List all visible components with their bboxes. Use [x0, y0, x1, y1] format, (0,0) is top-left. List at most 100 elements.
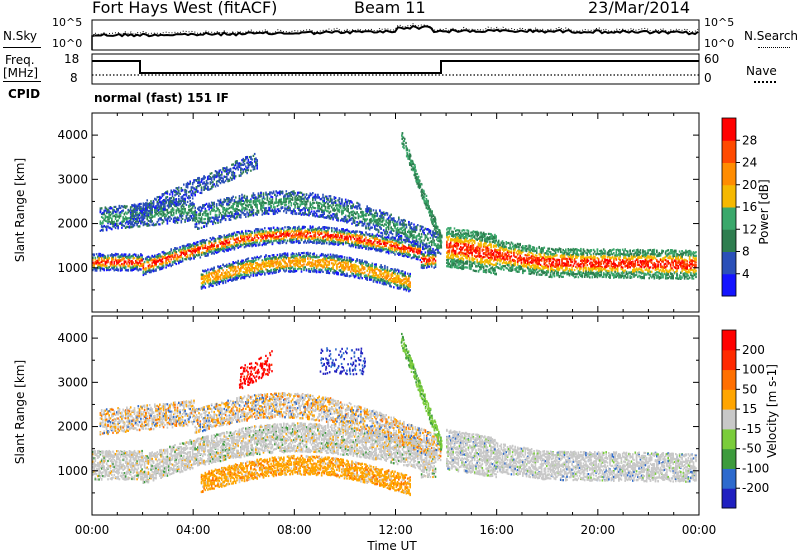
echo-cell [256, 229, 258, 232]
echo-cell [375, 234, 377, 237]
echo-cell [308, 228, 310, 231]
echo-cell [189, 215, 191, 218]
echo-cell [97, 264, 99, 267]
echo-cell [384, 236, 386, 239]
echo-cell [256, 241, 258, 244]
echo-cell [119, 221, 122, 224]
echo-cell [285, 242, 288, 245]
echo-cell [150, 217, 152, 220]
echo-cell [215, 203, 218, 206]
echo-cell [377, 240, 380, 244]
echo-cell [238, 232, 241, 235]
echo-cell [140, 254, 142, 257]
echo-cell [391, 233, 394, 236]
echo-cell [264, 227, 266, 230]
echo-cell [97, 259, 99, 262]
echo-cell [167, 252, 170, 255]
echo-cell [176, 218, 179, 221]
echo-cell [267, 212, 270, 215]
echo-cell [166, 222, 169, 225]
echo-cell [376, 233, 379, 236]
echo-cell [103, 269, 105, 272]
echo-cell [243, 196, 246, 199]
echo-cell [288, 226, 290, 229]
echo-cell [127, 265, 129, 268]
echo-cell [159, 210, 161, 214]
echo-cell [261, 243, 264, 247]
echo-cell [246, 211, 248, 214]
echo-cell [382, 216, 385, 219]
echo-cell [228, 212, 231, 215]
echo-cell [131, 205, 133, 208]
echo-cell [99, 254, 102, 257]
echo-cell [295, 212, 298, 216]
echo-cell [157, 256, 160, 259]
echo-cell [123, 262, 126, 265]
echo-cell [258, 199, 261, 202]
echo-cell [131, 255, 133, 258]
echo-cell [322, 193, 324, 196]
echo-cell [385, 238, 387, 241]
echo-cell [331, 230, 333, 233]
echo-cell [360, 239, 362, 242]
echo-cell [184, 252, 186, 255]
echo-cell [379, 248, 381, 251]
echo-cell [238, 202, 241, 205]
echo-cell [112, 221, 114, 224]
nsky-label: N.Sky [3, 29, 37, 43]
echo-cell [386, 240, 389, 243]
echo-cell [427, 265, 429, 268]
echo-cell [240, 202, 242, 205]
echo-cell [356, 237, 358, 240]
echo-cell [381, 238, 384, 241]
echo-cell [253, 199, 256, 202]
echo-cell [234, 212, 237, 216]
echo-cell [181, 217, 184, 220]
echo-cell [178, 208, 180, 211]
echo-cell [145, 202, 147, 205]
echo-cell [341, 234, 343, 238]
echo-cell [238, 199, 241, 202]
echo-cell [215, 245, 218, 248]
echo-cell [112, 208, 114, 211]
echo-cell [310, 235, 313, 238]
echo-cell [195, 242, 198, 245]
echo-cell [296, 229, 299, 232]
echo-cell [181, 207, 184, 210]
echo-cell [207, 218, 209, 221]
echo-cell [99, 261, 102, 264]
echo-cell [342, 229, 344, 232]
echo-cell [366, 245, 368, 248]
echo-cell [393, 236, 395, 239]
echo-cell [261, 234, 264, 238]
echo-cell [255, 203, 257, 206]
echo-cell [294, 206, 296, 209]
echo-cell [266, 239, 269, 242]
echo-cell [124, 211, 127, 214]
echo-cell [415, 228, 418, 231]
echo-cell [298, 232, 300, 235]
echo-cell [203, 247, 205, 250]
echo-cell [317, 227, 319, 230]
echo-cell [417, 245, 419, 248]
echo-cell [261, 210, 264, 213]
beam-title: Beam 11 [354, 0, 426, 17]
echo-cell [341, 238, 343, 241]
echo-cell [190, 215, 193, 218]
echo-cell [262, 233, 265, 236]
echo-cell [121, 223, 123, 227]
echo-cell [213, 201, 215, 204]
echo-cell [387, 226, 390, 229]
echo-cell [376, 212, 379, 215]
echo-cell [210, 244, 213, 247]
echo-cell [119, 266, 122, 269]
echo-cell [175, 247, 178, 250]
echo-cell [299, 234, 301, 237]
echo-cell [205, 212, 208, 215]
echo-cell [107, 255, 109, 258]
echo-cell [119, 254, 122, 257]
echo-cell [231, 198, 233, 201]
echo-cell [123, 212, 126, 215]
echo-cell [147, 255, 150, 258]
echo-cell [224, 243, 227, 246]
